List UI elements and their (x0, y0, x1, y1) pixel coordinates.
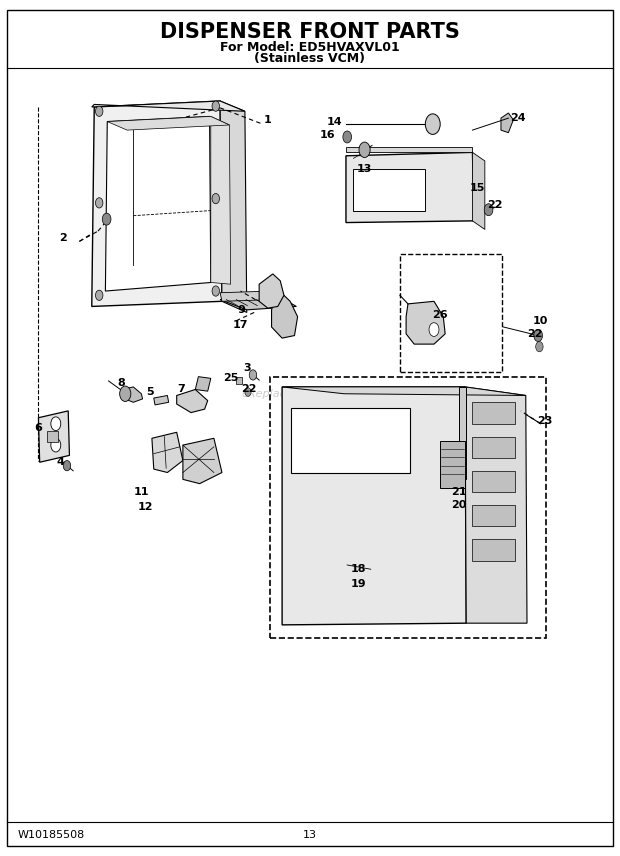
Polygon shape (501, 113, 513, 133)
Polygon shape (465, 387, 527, 623)
Text: 9: 9 (238, 305, 246, 315)
Polygon shape (92, 101, 245, 111)
Circle shape (120, 386, 131, 401)
Polygon shape (92, 101, 222, 306)
Text: 3: 3 (243, 363, 250, 373)
Text: 17: 17 (233, 320, 248, 330)
Polygon shape (211, 116, 231, 284)
Bar (440, 441, 465, 488)
Circle shape (212, 101, 219, 111)
Polygon shape (183, 438, 222, 484)
Text: 22: 22 (242, 384, 257, 395)
Polygon shape (346, 147, 472, 152)
Circle shape (212, 286, 219, 296)
Text: 2: 2 (60, 233, 67, 243)
Bar (400, 254, 502, 372)
Circle shape (249, 370, 257, 380)
Text: 8: 8 (117, 378, 125, 389)
Polygon shape (259, 274, 284, 308)
Text: 16: 16 (319, 130, 335, 140)
Text: 23: 23 (537, 416, 552, 426)
Polygon shape (472, 152, 485, 229)
Polygon shape (282, 387, 466, 625)
Circle shape (359, 142, 370, 158)
Circle shape (63, 461, 71, 471)
Circle shape (534, 330, 542, 342)
Text: 21: 21 (451, 487, 467, 497)
Text: 12: 12 (138, 502, 153, 512)
Bar (270, 377, 546, 638)
Text: 13: 13 (303, 829, 317, 840)
Polygon shape (105, 116, 211, 291)
Circle shape (425, 114, 440, 134)
Text: 15: 15 (470, 183, 485, 193)
Polygon shape (282, 387, 526, 395)
Text: 6: 6 (35, 423, 42, 433)
Text: 20: 20 (451, 500, 466, 510)
Text: 14: 14 (327, 116, 343, 127)
Text: 22: 22 (526, 329, 542, 339)
Text: 1: 1 (264, 115, 272, 125)
Circle shape (102, 213, 111, 225)
Circle shape (343, 131, 352, 143)
Polygon shape (123, 387, 143, 402)
Text: 7: 7 (177, 384, 185, 395)
Text: For Model: ED5HVAXVL01: For Model: ED5HVAXVL01 (220, 40, 400, 54)
Text: 22: 22 (487, 200, 503, 211)
Text: 26: 26 (432, 310, 448, 320)
Text: 25: 25 (223, 373, 238, 383)
Text: 19: 19 (350, 579, 366, 589)
Text: W10185508: W10185508 (17, 829, 84, 840)
Polygon shape (346, 152, 474, 223)
Bar (472, 505, 515, 526)
Polygon shape (107, 116, 229, 130)
Polygon shape (272, 295, 298, 338)
Circle shape (51, 438, 61, 452)
Polygon shape (459, 387, 466, 479)
Circle shape (95, 106, 103, 116)
Polygon shape (220, 291, 273, 301)
Text: 10: 10 (533, 316, 548, 326)
Circle shape (212, 193, 219, 204)
Text: 4: 4 (57, 457, 64, 467)
Circle shape (95, 198, 103, 208)
Text: eReplacementParts.com: eReplacementParts.com (242, 389, 378, 399)
Circle shape (245, 388, 251, 396)
Bar (472, 539, 515, 561)
Polygon shape (406, 301, 445, 344)
Circle shape (429, 323, 439, 336)
Polygon shape (220, 101, 247, 312)
Text: 11: 11 (134, 487, 149, 497)
Circle shape (95, 290, 103, 300)
Polygon shape (177, 389, 208, 413)
Text: 5: 5 (146, 387, 154, 397)
Text: (Stainless VCM): (Stainless VCM) (254, 51, 366, 65)
Bar (472, 471, 515, 492)
Polygon shape (195, 377, 211, 391)
Text: 13: 13 (357, 164, 372, 175)
Bar (46, 431, 58, 442)
Circle shape (536, 342, 543, 352)
Bar (236, 377, 242, 384)
Text: DISPENSER FRONT PARTS: DISPENSER FRONT PARTS (160, 21, 460, 42)
Polygon shape (38, 411, 69, 462)
Polygon shape (220, 293, 296, 310)
Text: 18: 18 (350, 564, 366, 574)
Circle shape (51, 417, 61, 431)
Bar (353, 169, 425, 211)
Circle shape (484, 204, 493, 216)
Polygon shape (152, 432, 183, 473)
Text: 24: 24 (510, 113, 526, 123)
Bar (291, 408, 410, 473)
Bar (472, 437, 515, 458)
Polygon shape (154, 395, 169, 405)
Bar (472, 402, 515, 424)
